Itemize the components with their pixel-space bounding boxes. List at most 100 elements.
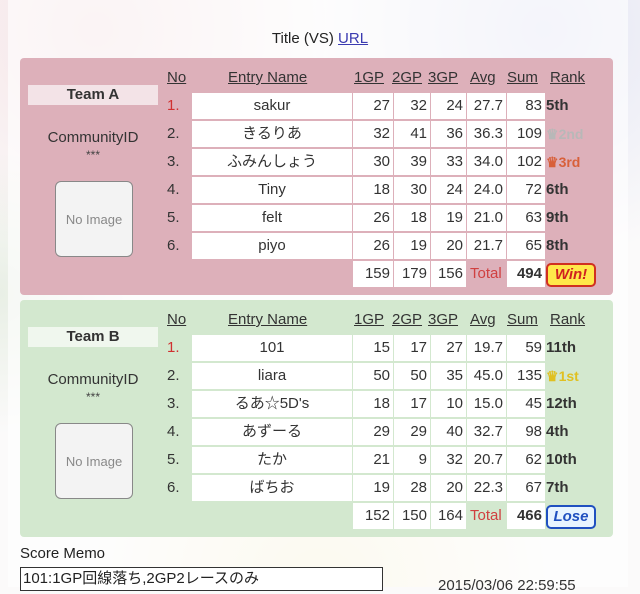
- column-header-sum[interactable]: Sum: [507, 311, 538, 328]
- rank-text: 2nd: [558, 126, 584, 142]
- column-header-gp3[interactable]: 3GP: [428, 69, 459, 86]
- column-header-rank[interactable]: Rank: [550, 311, 586, 328]
- player-name[interactable]: るあ☆5D's: [192, 391, 352, 417]
- player-row: 4. あずーる 29 29 40 32.7 98 4th: [20, 419, 613, 445]
- total-label: Total: [470, 265, 502, 282]
- player-name[interactable]: ふみんしょう: [192, 149, 352, 175]
- total-gp3: 164: [431, 503, 466, 529]
- score-gp2: 18: [394, 205, 430, 231]
- community-id-value: ***: [85, 390, 100, 404]
- player-name[interactable]: felt: [192, 205, 352, 231]
- rank-text: 7th: [546, 479, 569, 496]
- score-gp3: 20: [431, 475, 466, 501]
- score-gp1: 18: [353, 177, 393, 203]
- player-number: 5.: [167, 209, 180, 226]
- player-name[interactable]: たか: [192, 447, 352, 473]
- score-avg: 22.3: [467, 475, 506, 501]
- total-gp2: 150: [394, 503, 430, 529]
- rank-text: 8th: [546, 237, 569, 254]
- totals-row: 159 179 156 Total 494 Win!: [20, 261, 613, 287]
- rank-text: 9th: [546, 209, 569, 226]
- score-gp2: 39: [394, 149, 430, 175]
- column-header-gp3[interactable]: 3GP: [428, 311, 459, 328]
- player-number: 6.: [167, 479, 180, 496]
- column-header-sum[interactable]: Sum: [507, 69, 538, 86]
- community-id-value: ***: [85, 148, 100, 162]
- crown-icon: ♛: [546, 126, 559, 142]
- column-header-no[interactable]: No: [167, 69, 187, 86]
- score-gp3: 40: [431, 419, 466, 445]
- community-id-label: CommunityID: [47, 371, 139, 388]
- score-gp3: 19: [431, 205, 466, 231]
- rank-text: 1st: [558, 368, 579, 384]
- player-name[interactable]: liara: [192, 363, 352, 389]
- url-link[interactable]: URL: [338, 30, 369, 47]
- column-header-avg[interactable]: Avg: [470, 69, 496, 86]
- total-gp2: 179: [394, 261, 430, 287]
- team-a-panel: Team A CommunityID *** No Image No Entry Name…: [20, 58, 613, 295]
- total-label: Total: [470, 507, 502, 524]
- score-avg: 34.0: [467, 149, 506, 175]
- score-avg: 21.0: [467, 205, 506, 231]
- player-name[interactable]: あずーる: [192, 419, 352, 445]
- score-gp2: 17: [394, 391, 430, 417]
- score-memo-input[interactable]: 101:1GP回線落ち,2GP2レースのみ: [20, 567, 383, 591]
- score-gp2: 50: [394, 363, 430, 389]
- score-gp1: 50: [353, 363, 393, 389]
- player-number: 6.: [167, 237, 180, 254]
- player-number: 5.: [167, 451, 180, 468]
- score-sum: 102: [507, 149, 545, 175]
- score-gp1: 29: [353, 419, 393, 445]
- score-gp1: 30: [353, 149, 393, 175]
- rank-text: 10th: [546, 451, 577, 468]
- score-memo-label: Score Memo: [20, 545, 106, 562]
- column-header-gp1[interactable]: 1GP: [354, 69, 385, 86]
- score-gp2: 30: [394, 177, 430, 203]
- column-header-avg[interactable]: Avg: [470, 311, 496, 328]
- score-gp1: 27: [353, 93, 393, 119]
- score-gp2: 9: [394, 447, 430, 473]
- score-gp2: 32: [394, 93, 430, 119]
- score-gp1: 15: [353, 335, 393, 361]
- player-name[interactable]: piyo: [192, 233, 352, 259]
- column-header-gp1[interactable]: 1GP: [354, 311, 385, 328]
- column-header-gp2[interactable]: 2GP: [392, 311, 423, 328]
- player-name[interactable]: sakur: [192, 93, 352, 119]
- score-gp3: 10: [431, 391, 466, 417]
- result-badge: Win!: [546, 263, 596, 287]
- player-name[interactable]: ばちお: [192, 475, 352, 501]
- column-header-name[interactable]: Entry Name: [228, 69, 308, 86]
- player-name[interactable]: きるりあ: [192, 121, 352, 147]
- player-number: 4.: [167, 423, 180, 440]
- player-name[interactable]: 101: [192, 335, 352, 361]
- column-header-rank[interactable]: Rank: [550, 69, 586, 86]
- timestamp: 2015/03/06 22:59:55: [438, 577, 576, 594]
- score-gp2: 19: [394, 233, 430, 259]
- score-gp3: 33: [431, 149, 466, 175]
- rank-silver-badge: ♛2nd: [546, 121, 583, 147]
- player-row: 1. sakur 27 32 24 27.7 83 5th: [20, 93, 613, 119]
- score-avg: 32.7: [467, 419, 506, 445]
- player-number: 4.: [167, 181, 180, 198]
- score-gp3: 32: [431, 447, 466, 473]
- column-header-name[interactable]: Entry Name: [228, 311, 308, 328]
- score-sum: 98: [507, 419, 545, 445]
- score-avg: 24.0: [467, 177, 506, 203]
- totals-row: 152 150 164 Total 466 Lose: [20, 503, 613, 529]
- score-gp3: 27: [431, 335, 466, 361]
- score-avg: 27.7: [467, 93, 506, 119]
- score-gp1: 26: [353, 233, 393, 259]
- player-number: 3.: [167, 153, 180, 170]
- player-number: 1.: [167, 339, 180, 356]
- column-header-no[interactable]: No: [167, 311, 187, 328]
- player-name[interactable]: Tiny: [192, 177, 352, 203]
- rank-text: 4th: [546, 423, 569, 440]
- rank-bronze-badge: ♛3rd: [546, 149, 580, 175]
- column-header-gp2[interactable]: 2GP: [392, 69, 423, 86]
- score-gp3: 24: [431, 177, 466, 203]
- score-avg: 21.7: [467, 233, 506, 259]
- score-sum: 63: [507, 205, 545, 231]
- player-row: 5. felt 26 18 19 21.0 63 9th: [20, 205, 613, 231]
- result-badge: Lose: [546, 505, 596, 529]
- total-gp1: 152: [353, 503, 393, 529]
